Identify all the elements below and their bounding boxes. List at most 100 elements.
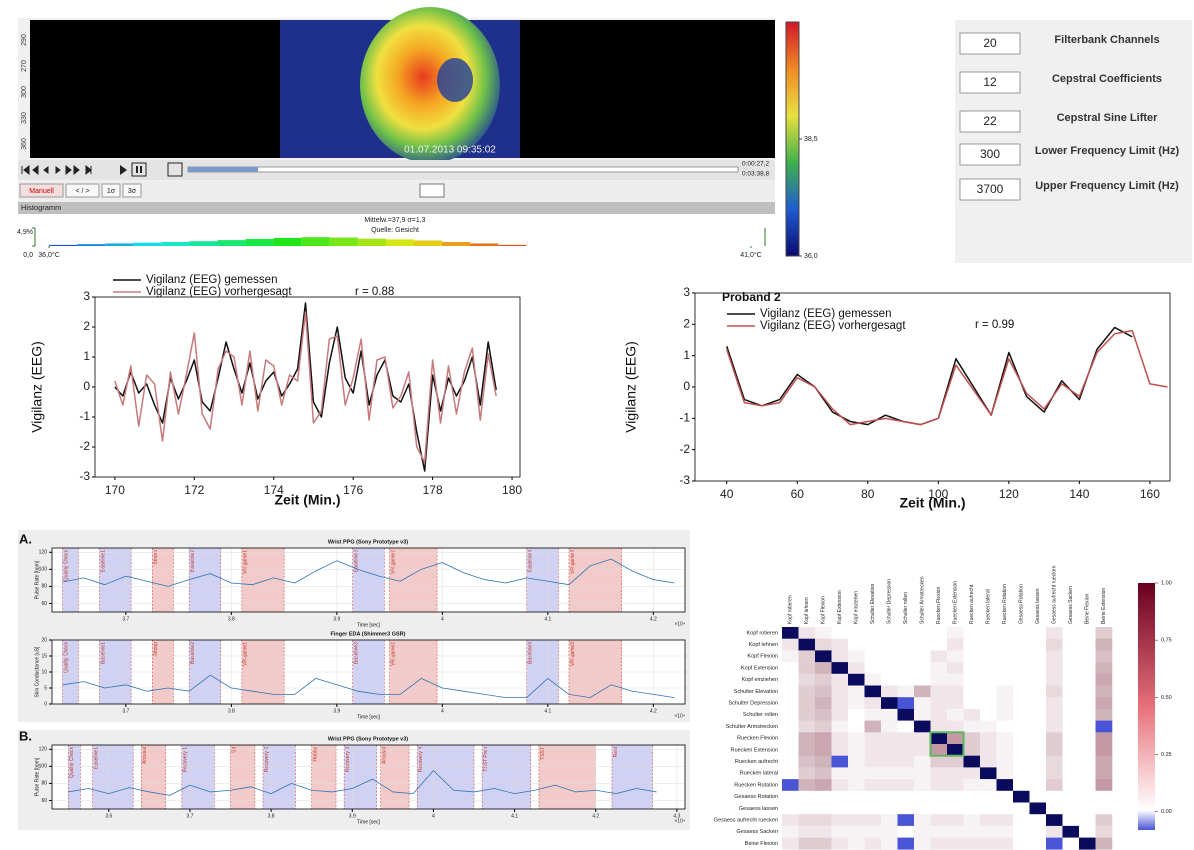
histogram-bar (77, 244, 106, 246)
heatmap-cell (980, 790, 997, 803)
y-tick-label: -1 (79, 409, 90, 423)
heatmap-cell (980, 825, 997, 838)
heatmap-row-label: Ruecken Extension (731, 747, 778, 753)
heatmap-cell (782, 779, 799, 792)
filter-input[interactable] (959, 110, 1021, 133)
heatmap-cell (831, 837, 849, 850)
legend-label: Vigilanz (EEG) vorhergesagt (760, 320, 906, 332)
toolbar-button-label: Manuell (29, 188, 54, 195)
heatmap-cell (980, 708, 997, 721)
annotation: r = 0.99 (975, 319, 1014, 331)
toolbar-button[interactable] (122, 183, 142, 198)
heatmap-row-label: Kopf Flexion (747, 654, 778, 660)
phase-region (417, 745, 474, 809)
heatmap-cell (831, 720, 849, 733)
heatmap-cell (897, 708, 915, 721)
heatmap-column-label: Gesaess aufrecht ruecken (1052, 565, 1058, 624)
axes-frame (94, 296, 521, 478)
heatmap-cell (782, 755, 799, 768)
phase-label: Arousal (142, 747, 148, 764)
heatmap-row-label: Beine Flexion (745, 841, 778, 847)
toolbar-button[interactable] (19, 183, 64, 198)
heatmap-cell (914, 837, 931, 850)
filter-input[interactable] (959, 178, 1021, 201)
phase-region (311, 745, 337, 809)
heatmap-cell (996, 825, 1014, 838)
heatmap-column-label: Gesaess lassen (1035, 588, 1041, 624)
heatmap-column-label: Schulter Elevation (870, 583, 876, 624)
heatmap-cell (864, 802, 882, 815)
heatmap-cell (897, 638, 915, 651)
heatmap-cell (930, 708, 948, 721)
heatmap-cell (1079, 662, 1096, 675)
heatmap-cell (798, 708, 816, 721)
heatmap-cell (815, 732, 832, 745)
heatmap-column-label: Gesaess Rotation (1019, 584, 1025, 624)
heatmap-cell (815, 708, 832, 721)
filter-input-value: 300 (980, 147, 1000, 161)
phase-region (152, 548, 174, 612)
heatmap-cell (1029, 732, 1047, 745)
histogram-panel (18, 214, 775, 264)
heatmap-cell (897, 790, 915, 803)
phase-label: VR-game2 (390, 550, 396, 574)
heatmap-cell (1013, 697, 1030, 710)
heatmap-cell (1062, 627, 1080, 639)
colorbar-tick-label: 0.50 (1161, 695, 1172, 701)
heatmap-column-label: Gesaess Sacken (1068, 586, 1074, 624)
phase-region (241, 548, 285, 612)
seek-track[interactable] (187, 166, 739, 173)
heatmap-cell (980, 673, 997, 686)
heatmap-cell (1062, 802, 1080, 815)
legend-label: Vigilanz (EEG) gemessen (760, 308, 891, 320)
phase-region (538, 745, 596, 809)
legend-label: Vigilanz (EEG) vorhergesagt (146, 286, 292, 298)
heatmap-cell (980, 720, 997, 733)
heatmap-cell (1029, 720, 1047, 733)
heatmap-cell (947, 744, 964, 756)
filter-input[interactable] (959, 71, 1021, 94)
y-tick-label: 0 (44, 701, 47, 707)
toolbar-button[interactable] (65, 183, 100, 198)
heatmap-cell (798, 755, 816, 768)
heatmap-cell (1062, 744, 1080, 756)
heatmap-cell (1046, 802, 1063, 815)
heatmap-cell (980, 837, 997, 850)
heatmap-cell (815, 662, 832, 675)
heatmap-cell (798, 638, 816, 651)
heatmap-cell (1079, 767, 1096, 780)
heatmap-cell (864, 779, 882, 792)
heatmap-cell (815, 755, 832, 768)
slider-thumb[interactable] (419, 183, 445, 198)
heatmap-cell (897, 673, 915, 686)
heatmap-cell (963, 790, 981, 803)
phase-label: Baseline2 (190, 642, 196, 664)
heatmap-cell (897, 814, 915, 827)
heatmap-cell (881, 767, 898, 780)
filter-input[interactable] (959, 32, 1021, 55)
heatmap-cell (1079, 814, 1096, 827)
phase-region (263, 745, 296, 809)
heatmap-cell (848, 673, 865, 686)
heatmap-cell (930, 662, 948, 675)
toolbar (18, 182, 775, 200)
heatmap-cell (963, 708, 981, 721)
heatmap-cell (848, 662, 865, 675)
x-tick-label: 4.2 (592, 813, 599, 819)
heatmap-cell (1079, 825, 1096, 838)
filter-input[interactable] (959, 143, 1021, 166)
heatmap-cell (831, 755, 849, 768)
heatmap-cell (947, 708, 964, 721)
thermal-shadow (437, 58, 473, 102)
panel-label: B. (19, 728, 32, 743)
heatmap-cell (897, 767, 915, 780)
colorbar-tick-label: 1.00 (1161, 580, 1172, 586)
heatmap-cell (1046, 685, 1063, 698)
x-tick-label: 3.9 (333, 708, 340, 714)
heatmap-cell (864, 708, 882, 721)
heatmap-cell (1062, 814, 1080, 827)
heatmap-cell (881, 662, 898, 675)
toolbar-button[interactable] (101, 183, 121, 198)
heatmap-row-label: Ruecken aufrecht (735, 759, 779, 765)
heatmap-cell (798, 673, 816, 686)
